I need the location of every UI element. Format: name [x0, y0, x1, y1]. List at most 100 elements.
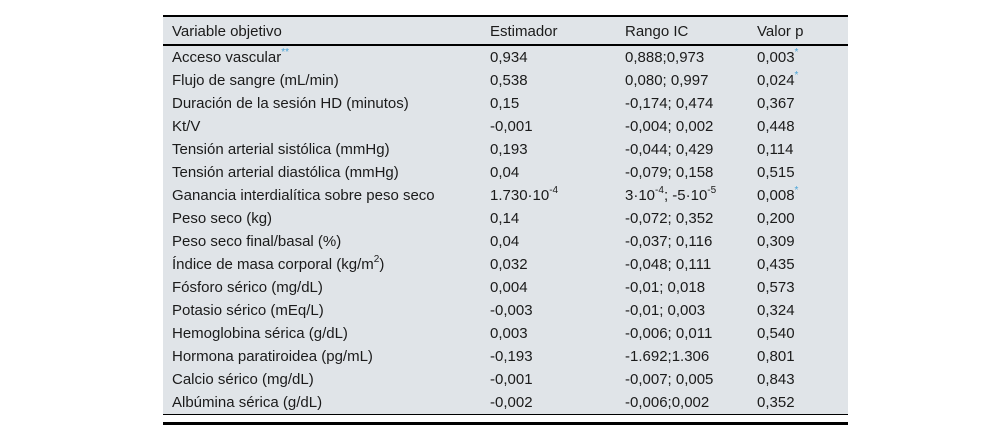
cell-valor-p: 0,540: [757, 322, 848, 345]
cell-valor-p: 0,309: [757, 230, 848, 253]
cell-estimador: 0,04: [490, 230, 625, 253]
cell-text: -0,044; 0,429: [625, 141, 714, 158]
cell-text: -0,002: [490, 394, 533, 411]
cell-text: Tensión arterial diastólica (mmHg): [172, 164, 399, 181]
cell-variable: Acceso vascular**: [163, 46, 490, 69]
cell-rango-ic: -0,006;0,002: [625, 391, 757, 414]
cell-text: 1.730·10: [490, 187, 550, 204]
cell-rango-ic: -0,072; 0,352: [625, 207, 757, 230]
cell-rango-ic: -0,079; 0,158: [625, 161, 757, 184]
table-row: Tensión arterial diastólica (mmHg) 0,04 -0…: [163, 161, 848, 184]
cell-valor-p: 0,114: [757, 138, 848, 161]
cell-text: -0,072; 0,352: [625, 210, 714, 227]
cell-rango-ic: 0,888;0,973: [625, 46, 757, 69]
table-core: Variable objetivo Estimador Rango IC Val…: [163, 15, 848, 415]
table-row: Albúmina sérica (g/dL) -0,002 -0,006;0,002…: [163, 391, 848, 414]
cell-rango-ic: -0,01; 0,018: [625, 276, 757, 299]
cell-text: 0,843: [757, 371, 795, 388]
table-bottom-rule: [163, 422, 848, 425]
cell-text: Duración de la sesión HD (minutos): [172, 95, 409, 112]
cell-text: ): [379, 256, 385, 273]
cell-text: -0,01; 0,003: [625, 302, 706, 319]
cell-rango-ic: -1.692;1.306: [625, 345, 757, 368]
cell-rango-ic: 3·10-4; -5·10-5: [625, 184, 757, 207]
cell-rango-ic: -0,037; 0,116: [625, 230, 757, 253]
cell-text: 0,367: [757, 95, 795, 112]
table-row: Fósforo sérico (mg/dL) 0,004 -0,01; 0,018 0…: [163, 276, 848, 299]
cell-valor-p: 0,324: [757, 299, 848, 322]
cell-text: -4: [549, 185, 559, 196]
cell-valor-p: 0,352: [757, 391, 848, 414]
cell-text: -4: [655, 185, 664, 196]
table-row: Calcio sérico (mg/dL) -0,001 -0,007; 0,005…: [163, 368, 848, 391]
cell-text: Calcio sérico (mg/dL): [172, 371, 314, 388]
table-header-row: Variable objetivo Estimador Rango IC Val…: [163, 17, 848, 46]
cell-valor-p: 0,448: [757, 115, 848, 138]
table-row: Hemoglobina sérica (g/dL) 0,003 -0,006; 0,…: [163, 322, 848, 345]
cell-text: -0,006; 0,011: [625, 325, 713, 342]
cell-text: 0,008: [757, 187, 795, 204]
cell-variable: Duración de la sesión HD (minutos): [163, 92, 490, 115]
results-table: Variable objetivo Estimador Rango IC Val…: [163, 15, 848, 425]
cell-text: -0,003: [490, 302, 533, 319]
cell-text: -0,001: [490, 371, 533, 388]
cell-text: -1.692;1.306: [625, 348, 710, 365]
cell-text: -0,174; 0,474: [625, 95, 714, 112]
table-row: Hormona paratiroidea (pg/mL) -0,193 -1.692…: [163, 345, 848, 368]
cell-text: Peso seco (kg): [172, 210, 273, 227]
cell-text: 0,114: [757, 141, 794, 158]
table-row: Acceso vascular** 0,934 0,888;0,973 0,003*: [163, 46, 848, 69]
cell-variable: Peso seco (kg): [163, 207, 490, 230]
table-row: Flujo de sangre (mL/min) 0,538 0,080; 0,99…: [163, 69, 848, 92]
cell-text: 0,032: [490, 256, 528, 273]
cell-valor-p: 0,024*: [757, 69, 848, 92]
cell-text: 0,448: [757, 118, 795, 135]
table-row: Duración de la sesión HD (minutos) 0,15 -0…: [163, 92, 848, 115]
cell-text: 0,540: [757, 325, 795, 342]
significance-asterisk: *: [794, 47, 799, 58]
cell-variable: Potasio sérico (mEq/L): [163, 299, 490, 322]
cell-text: -0,001: [490, 118, 533, 135]
cell-text: 0,15: [490, 95, 520, 112]
cell-estimador: 0,934: [490, 46, 625, 69]
cell-text: 0,024: [757, 72, 795, 89]
cell-rango-ic: -0,007; 0,005: [625, 368, 757, 391]
cell-variable: Hemoglobina sérica (g/dL): [163, 322, 490, 345]
cell-text: 0,352: [757, 394, 795, 411]
cell-estimador: 0,003: [490, 322, 625, 345]
cell-rango-ic: 0,080; 0,997: [625, 69, 757, 92]
cell-estimador: -0,002: [490, 391, 625, 414]
cell-text: Albúmina sérica (g/dL): [172, 394, 323, 411]
cell-text: 0,324: [757, 302, 795, 319]
cell-text: 0,14: [490, 210, 520, 227]
column-header-estimador: Estimador: [490, 23, 558, 40]
column-header-rango-ic: Rango IC: [625, 23, 689, 40]
cell-text: Tensión arterial sistólica (mmHg): [172, 141, 390, 158]
cell-text: -0,01; 0,018: [625, 279, 706, 296]
cell-estimador: 0,193: [490, 138, 625, 161]
cell-text: Hemoglobina sérica (g/dL): [172, 325, 348, 342]
cell-variable: Índice de masa corporal (kg/m2): [163, 253, 490, 276]
table-row: Ganancia interdialítica sobre peso seco 1…: [163, 184, 848, 207]
cell-text: Potasio sérico (mEq/L): [172, 302, 324, 319]
table-row: Peso seco (kg) 0,14 -0,072; 0,352 0,200: [163, 207, 848, 230]
cell-text: ; -5·10: [663, 187, 708, 204]
cell-text: 0,04: [490, 164, 520, 181]
cell-valor-p: 0,573: [757, 276, 848, 299]
cell-text: -0,193: [490, 348, 533, 365]
cell-variable: Tensión arterial sistólica (mmHg): [163, 138, 490, 161]
cell-text: 0,888;0,973: [625, 49, 705, 66]
cell-variable: Calcio sérico (mg/dL): [163, 368, 490, 391]
cell-text: -0,006;0,002: [625, 394, 710, 411]
cell-text: 0,003: [757, 49, 795, 66]
cell-valor-p: 0,367: [757, 92, 848, 115]
cell-estimador: -0,003: [490, 299, 625, 322]
column-header-variable-objetivo: Variable objetivo: [172, 23, 282, 40]
table-body: Acceso vascular** 0,934 0,888;0,973 0,003* F…: [163, 46, 848, 414]
cell-variable: Ganancia interdialítica sobre peso seco: [163, 184, 490, 207]
cell-text: 0,538: [490, 72, 528, 89]
cell-text: 3·10: [625, 187, 656, 204]
cell-valor-p: 0,003*: [757, 46, 848, 69]
cell-variable: Tensión arterial diastólica (mmHg): [163, 161, 490, 184]
cell-variable: Kt/V: [163, 115, 490, 138]
